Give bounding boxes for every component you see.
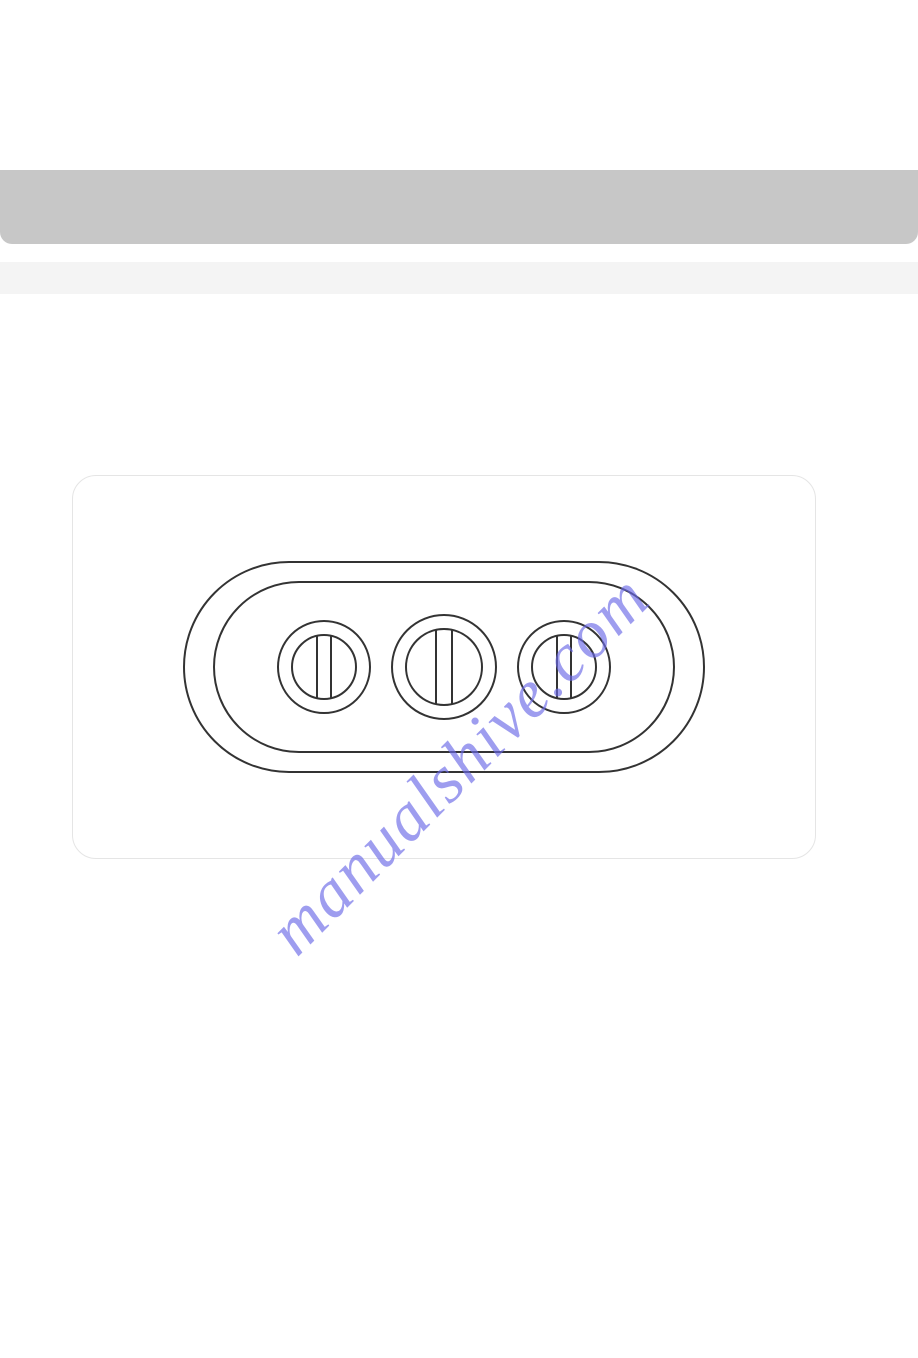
header-band-dark (0, 170, 918, 244)
control-panel-diagram (174, 542, 714, 792)
header-band-light (0, 262, 918, 294)
diagram-frame (72, 475, 816, 859)
